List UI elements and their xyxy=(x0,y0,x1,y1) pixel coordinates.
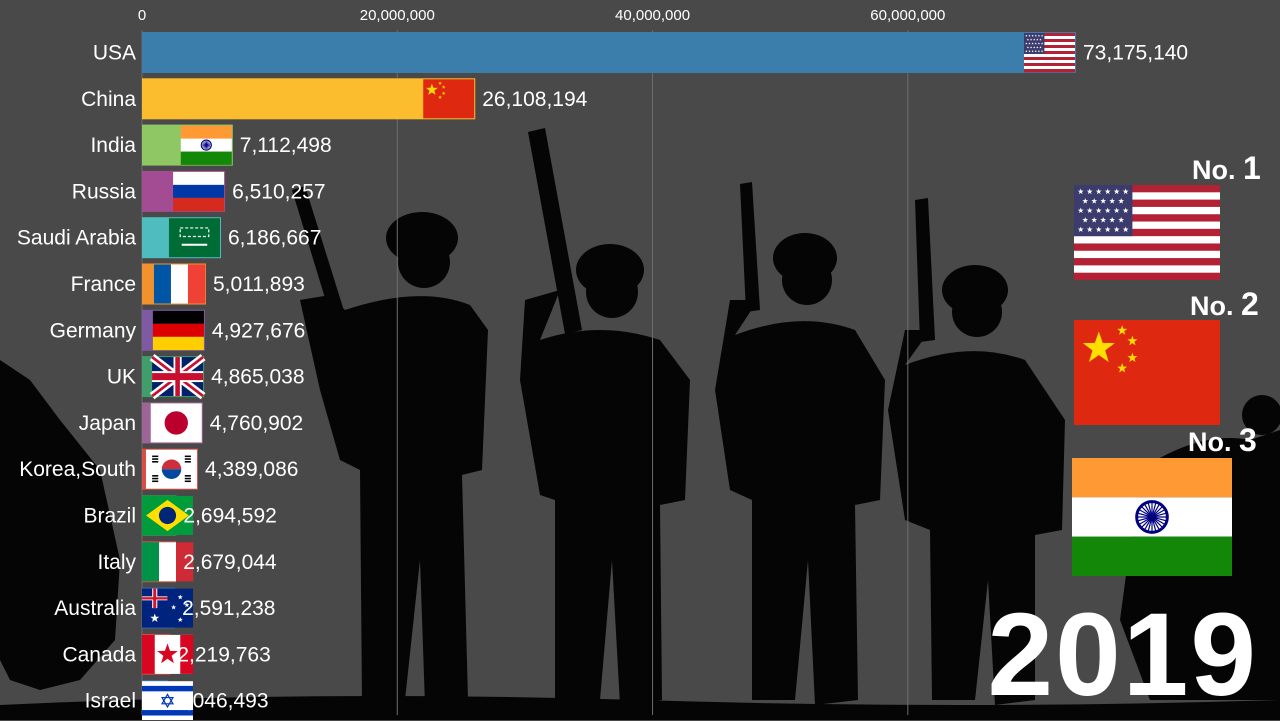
year-label: 2019 xyxy=(987,589,1258,721)
china-flag-icon xyxy=(1074,320,1220,425)
value-label: 73,175,140 xyxy=(1083,42,1188,65)
x-tick-label: 20,000,000 xyxy=(360,7,435,24)
category-label: Russia xyxy=(72,180,137,203)
germany-flag-icon xyxy=(152,310,204,351)
category-label: Australia xyxy=(54,597,136,620)
rank-prefix: No. xyxy=(1190,291,1241,321)
category-label: Brazil xyxy=(83,505,136,528)
category-label: Japan xyxy=(79,412,136,435)
value-label: 4,760,902 xyxy=(210,412,303,435)
category-label: Italy xyxy=(97,551,136,574)
israel-flag-icon xyxy=(142,681,193,720)
x-tick-label: 40,000,000 xyxy=(615,7,690,24)
usa-flag-icon xyxy=(1074,185,1220,280)
category-label: Israel xyxy=(85,690,136,713)
bar xyxy=(142,32,1076,73)
category-label: India xyxy=(90,134,136,157)
saudi-flag-icon xyxy=(168,218,220,258)
bar xyxy=(142,78,476,120)
rank-prefix: No. xyxy=(1192,155,1243,185)
usa-flag-icon xyxy=(1024,33,1075,73)
value-label: 6,186,667 xyxy=(228,227,321,250)
italy-flag-icon xyxy=(142,542,194,582)
canada-flag-icon xyxy=(142,634,194,674)
china-flag-icon xyxy=(423,79,475,119)
value-label: 4,389,086 xyxy=(205,458,298,481)
category-label: France xyxy=(71,273,136,296)
value-labels: 73,175,140 26,108,194 7,112,498 6,510,257 6,… xyxy=(175,42,1188,713)
value-label: 2,591,238 xyxy=(182,597,275,620)
category-label: UK xyxy=(107,366,136,389)
japan-flag-icon xyxy=(150,403,202,443)
category-label: Canada xyxy=(62,643,136,666)
india-flag-icon xyxy=(1072,458,1232,576)
value-label: 5,011,893 xyxy=(213,273,305,296)
value-label: 6,510,257 xyxy=(232,180,325,203)
value-label: 2,694,592 xyxy=(183,505,276,528)
x-axis-ticks: 0 20,000,000 40,000,000 60,000,000 xyxy=(138,7,946,24)
value-label: 4,927,676 xyxy=(212,319,305,342)
value-label: 2,679,044 xyxy=(183,551,277,574)
category-label: China xyxy=(81,88,136,111)
brazil-flag-icon xyxy=(142,496,193,535)
rank-number: 2 xyxy=(1241,286,1259,322)
uk-flag-icon xyxy=(149,354,206,400)
india-flag-icon xyxy=(180,125,232,165)
value-label: 2,046,493 xyxy=(175,690,268,713)
france-flag-icon xyxy=(153,264,206,304)
value-label: 26,108,194 xyxy=(482,88,587,111)
bars xyxy=(142,32,1076,720)
category-label: Germany xyxy=(50,319,137,342)
value-label: 4,865,038 xyxy=(211,366,304,389)
russia-flag-icon xyxy=(173,171,225,212)
category-label: Saudi Arabia xyxy=(17,227,136,250)
category-label: USA xyxy=(93,42,136,65)
category-labels: USA China India Russia Saudi Arabia France Ger… xyxy=(17,42,137,713)
rank-prefix: No. xyxy=(1188,427,1239,457)
value-label: 7,112,498 xyxy=(240,134,332,157)
rank-label: No. 1 xyxy=(1192,150,1261,187)
australia-flag-icon xyxy=(142,588,193,628)
rank-number: 3 xyxy=(1239,422,1257,458)
x-tick-label: 60,000,000 xyxy=(870,7,945,24)
korea-flag-icon xyxy=(146,449,198,489)
rank-label: No. 3 xyxy=(1188,422,1257,459)
category-label: Korea,South xyxy=(19,458,136,481)
rank-label: No. 2 xyxy=(1190,286,1259,323)
value-label: 2,219,763 xyxy=(177,643,270,666)
x-tick-label: 0 xyxy=(138,7,146,24)
rank-number: 1 xyxy=(1243,150,1261,186)
